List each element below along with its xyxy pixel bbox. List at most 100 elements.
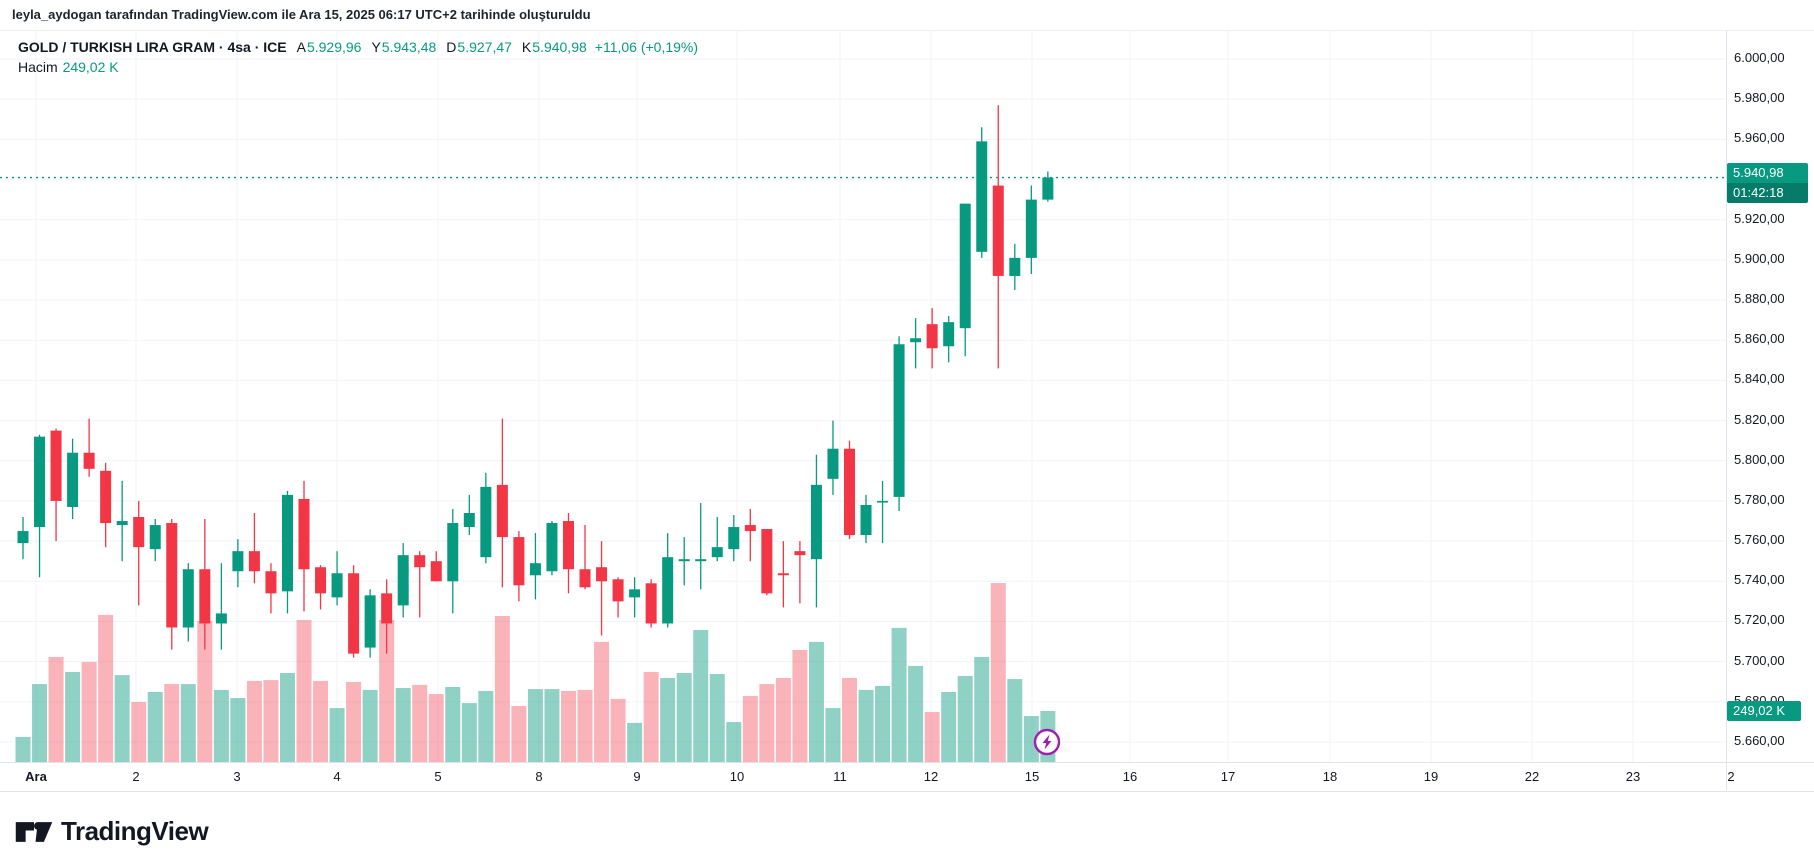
volume-bar (263, 680, 279, 763)
candle-body (877, 500, 889, 503)
volume-bar (660, 678, 676, 763)
volume-bar (594, 641, 610, 763)
symbol-title[interactable]: GOLD / TURKISH LIRA GRAM · 4sa · ICE (18, 39, 287, 55)
time-axis-label: 16 (1122, 769, 1138, 784)
ohlc-value: 5.943,48 (381, 39, 437, 55)
candle-body (744, 525, 756, 532)
time-axis-label: 17 (1220, 769, 1236, 784)
volume-bar (709, 674, 725, 763)
tradingview-wordmark: TradingView (61, 816, 209, 846)
time-axis-label: 2 (1727, 769, 1734, 784)
candle-body (777, 573, 789, 576)
candle-body (645, 583, 657, 624)
volume-bar (627, 722, 643, 763)
volume-bar (577, 689, 593, 763)
volume-bar (693, 629, 709, 763)
volume-axis-badge: 249,02 K (1727, 701, 1801, 721)
candle-body (910, 338, 922, 343)
ohlc-value: 5.927,47 (457, 39, 512, 55)
volume-bar (164, 684, 180, 763)
ohlc-label: A (296, 39, 306, 55)
volume-bar (395, 688, 411, 763)
volume-bar (379, 619, 395, 763)
time-axis[interactable]: Ara 2 3 4 5 8 9 10 11 12 15 16 17 18 19 22 23 2 (0, 767, 1734, 789)
candle-body (678, 559, 690, 562)
time-axis-label: 9 (633, 769, 641, 784)
volume-bar (643, 671, 659, 763)
candle-body (463, 512, 475, 528)
candle-body (281, 494, 293, 592)
last-price-value: 5.940,98 (1727, 163, 1808, 183)
time-axis-label: 5 (434, 769, 442, 784)
candle-body (612, 579, 624, 602)
legend-symbol-row: GOLD / TURKISH LIRA GRAM · 4sa · ICE A5.9… (18, 38, 698, 57)
time-axis-label: 19 (1423, 769, 1439, 784)
candle-body (232, 551, 244, 572)
volume-bar (842, 678, 857, 763)
candle-body (315, 567, 327, 594)
ohlc-label: K (521, 39, 532, 55)
volume-bar (875, 685, 891, 763)
candle-body (397, 555, 409, 606)
volume-bar (362, 689, 378, 763)
candle-body (298, 498, 310, 570)
candle-body (579, 569, 591, 588)
candle-body (331, 573, 343, 598)
ohlc-value: 5.929,96 (306, 39, 362, 55)
volume-bar (891, 627, 907, 763)
chart-pane[interactable] (0, 30, 1814, 792)
last-price-badge: 5.940,98 01:42:18 (1727, 163, 1808, 203)
ohlc-label: Y (371, 39, 381, 55)
volume-bar (941, 692, 957, 763)
time-axis-label: 12 (923, 769, 939, 784)
candle-body (893, 344, 905, 497)
volume-bar (726, 722, 742, 763)
candle-body (265, 571, 277, 594)
volume-bar (32, 684, 48, 763)
volume-bar (48, 656, 64, 763)
candle-body (50, 430, 62, 501)
candle-body (430, 561, 442, 582)
candle-body (348, 573, 360, 654)
time-axis-label: 2 (132, 769, 140, 784)
volume-bar (147, 692, 163, 763)
candle-body (810, 484, 822, 560)
lightning-button[interactable] (1033, 728, 1061, 756)
candle-body (447, 523, 459, 582)
volume-value: 249,02 K (62, 59, 119, 75)
candle-body (215, 613, 227, 624)
volume-bar (346, 681, 362, 763)
volume-bar (478, 690, 494, 763)
candle-body (67, 452, 79, 507)
candle-body (827, 448, 839, 479)
tradingview-logo[interactable]: TradingView (15, 816, 209, 847)
volume-bar (610, 698, 626, 763)
volume-bar (131, 702, 147, 763)
candle-body (976, 141, 988, 252)
price-chart[interactable] (0, 31, 1814, 791)
ohlc-label: D (446, 39, 457, 55)
volume-bar (990, 582, 1006, 763)
candle-body (695, 559, 707, 562)
volume-bar (974, 656, 990, 763)
volume-bar (544, 689, 560, 763)
candle-body (116, 521, 128, 526)
ohlc-value: 5.940,98 (532, 39, 587, 55)
candle-body (100, 470, 112, 524)
bar-countdown: 01:42:18 (1727, 183, 1808, 203)
legend: GOLD / TURKISH LIRA GRAM · 4sa · ICE A5.9… (18, 38, 698, 77)
volume-bar (213, 689, 229, 763)
volume-bar (246, 680, 262, 763)
volume-bar (197, 621, 213, 763)
volume-bar (296, 619, 312, 763)
volume-label: Hacim (18, 59, 58, 75)
candle-body (943, 322, 955, 347)
volume-bar (858, 689, 874, 763)
candle-body (248, 551, 260, 572)
volume-bar (230, 698, 246, 763)
volume-bar (511, 705, 527, 763)
candle-body (860, 504, 872, 536)
candle-body (83, 452, 95, 469)
volume-bar (180, 684, 196, 763)
time-axis-label: 8 (535, 769, 543, 784)
